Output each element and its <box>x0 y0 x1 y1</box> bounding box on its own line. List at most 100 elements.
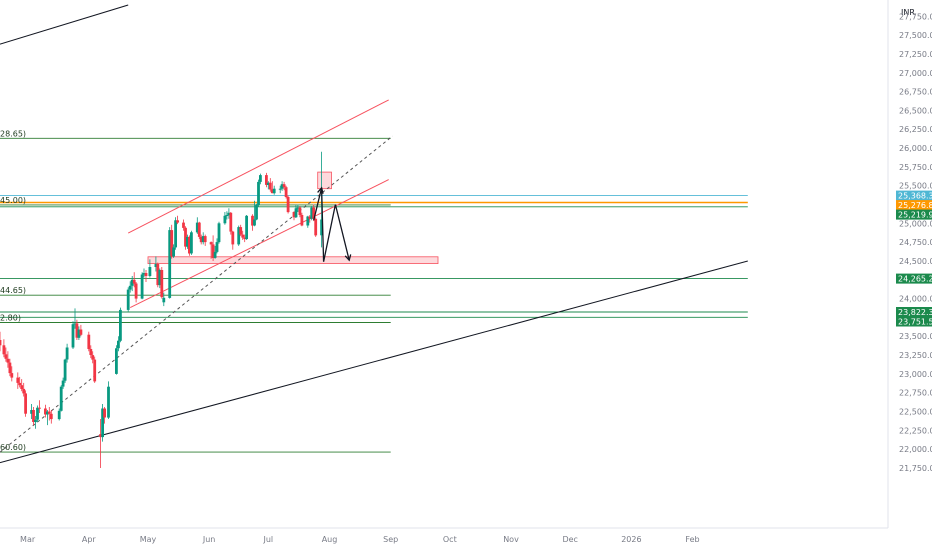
candle-body <box>130 279 134 286</box>
candle-body <box>38 407 41 409</box>
trend-line-upper-long <box>0 4 129 45</box>
price-badge-label: 25,276.85 <box>898 201 932 210</box>
candle-body <box>77 329 81 338</box>
price-badge <box>896 209 932 220</box>
candle-body <box>310 207 314 219</box>
candle-body <box>253 219 256 226</box>
candle-body <box>298 207 302 215</box>
candle-body <box>266 182 270 185</box>
candle-body <box>20 385 24 389</box>
candle-body <box>197 222 201 237</box>
candle-body <box>182 222 185 228</box>
y-tick-label: 25,500.00 <box>899 182 932 191</box>
y-tick-label: 25,750.00 <box>899 163 932 172</box>
zones <box>147 171 439 264</box>
candle-body <box>239 227 243 235</box>
candle-body <box>117 340 120 349</box>
candle-body <box>128 285 132 290</box>
candle-body <box>174 220 177 248</box>
candle-body <box>16 377 20 383</box>
candle-body <box>158 270 162 286</box>
candle-body <box>257 181 260 206</box>
price-badge <box>896 200 932 211</box>
candle-body <box>245 215 248 240</box>
candle-body <box>89 349 93 355</box>
price-badge-label: 23,822.35 <box>898 308 932 317</box>
candle-body <box>225 215 229 216</box>
candle-body <box>107 386 110 418</box>
candle-body <box>203 236 207 243</box>
y-tick-label: 21,750.00 <box>899 464 932 473</box>
candle-body <box>231 231 235 245</box>
candle-body <box>44 408 47 415</box>
x-tick-label: Oct <box>443 535 457 544</box>
price-badge <box>896 190 932 201</box>
candle-body <box>227 212 231 216</box>
candle-body <box>132 279 136 284</box>
candle-body <box>57 410 61 420</box>
candle-body <box>172 247 175 257</box>
y-tick-label: 23,500.00 <box>899 332 932 341</box>
candle-body <box>259 175 262 182</box>
y-tick-label: 24,750.00 <box>899 238 932 247</box>
candle-body <box>170 230 174 257</box>
projection <box>313 186 352 262</box>
candle-body <box>272 188 276 194</box>
level-label: 44.65) <box>0 286 26 295</box>
candle-body <box>6 358 10 363</box>
price-badge <box>896 307 932 317</box>
candle-body <box>61 380 65 387</box>
x-tick-label: Jun <box>202 535 216 544</box>
candle-body <box>229 212 233 232</box>
candle-body <box>75 323 79 338</box>
candle-body <box>73 323 77 325</box>
x-tick-label: Jul <box>262 535 273 544</box>
candle-body <box>278 188 282 190</box>
candle-body <box>4 354 8 359</box>
projection-path <box>313 187 350 262</box>
candle-body <box>162 297 166 303</box>
y-tick-label: 23,250.00 <box>899 351 932 360</box>
candle-body <box>34 419 37 423</box>
candle-body <box>65 347 69 360</box>
candle-body <box>156 264 160 286</box>
y-tick-label: 23,000.00 <box>899 370 932 379</box>
candle-body <box>115 348 118 374</box>
trend-line-lower-long <box>0 260 748 464</box>
level-label: 2.80) <box>0 314 21 323</box>
candle-body <box>22 388 26 394</box>
price-badge <box>896 316 932 327</box>
candle-body <box>63 359 67 381</box>
candle-body <box>101 408 104 438</box>
y-tick-label: 26,750.00 <box>899 88 932 97</box>
y-tick-label: 24,000.00 <box>899 295 932 304</box>
projection-arrow-up <box>317 186 324 194</box>
y-tick-label: 22,000.00 <box>899 445 932 454</box>
time-axis[interactable]: Mar Apr May Jun Jul Aug Sep Oct Nov Dec 2026 Feb <box>0 527 888 544</box>
candle-body <box>134 283 138 299</box>
candle-body <box>286 197 290 213</box>
price-badge-label: 25,368.35 <box>898 192 932 201</box>
currency-label: INR <box>901 8 915 17</box>
horizontal-levels <box>0 137 748 453</box>
candle-body <box>0 340 2 346</box>
candles <box>0 151 323 468</box>
candle-body <box>18 382 22 386</box>
y-tick-label: 27,750.00 <box>899 12 932 21</box>
candle-body <box>79 329 83 335</box>
candle-body <box>314 218 318 236</box>
price-badges: 25,368.3525,276.8525,219.90 24,265.20 23,8… <box>896 190 932 327</box>
candle-body <box>49 413 53 420</box>
y-tick-label: 27,000.00 <box>899 69 932 78</box>
candle-body <box>270 189 274 194</box>
candle-body <box>30 410 33 414</box>
candle-body <box>160 270 164 298</box>
candle-body <box>8 362 12 374</box>
candle-body <box>32 410 35 422</box>
x-tick-label: Nov <box>503 535 519 544</box>
candle-body <box>282 184 286 188</box>
price-axis[interactable]: INR 27,750.00 27,500.00 27,250.00 27,000.00… <box>887 0 932 528</box>
candle-body <box>201 236 205 243</box>
